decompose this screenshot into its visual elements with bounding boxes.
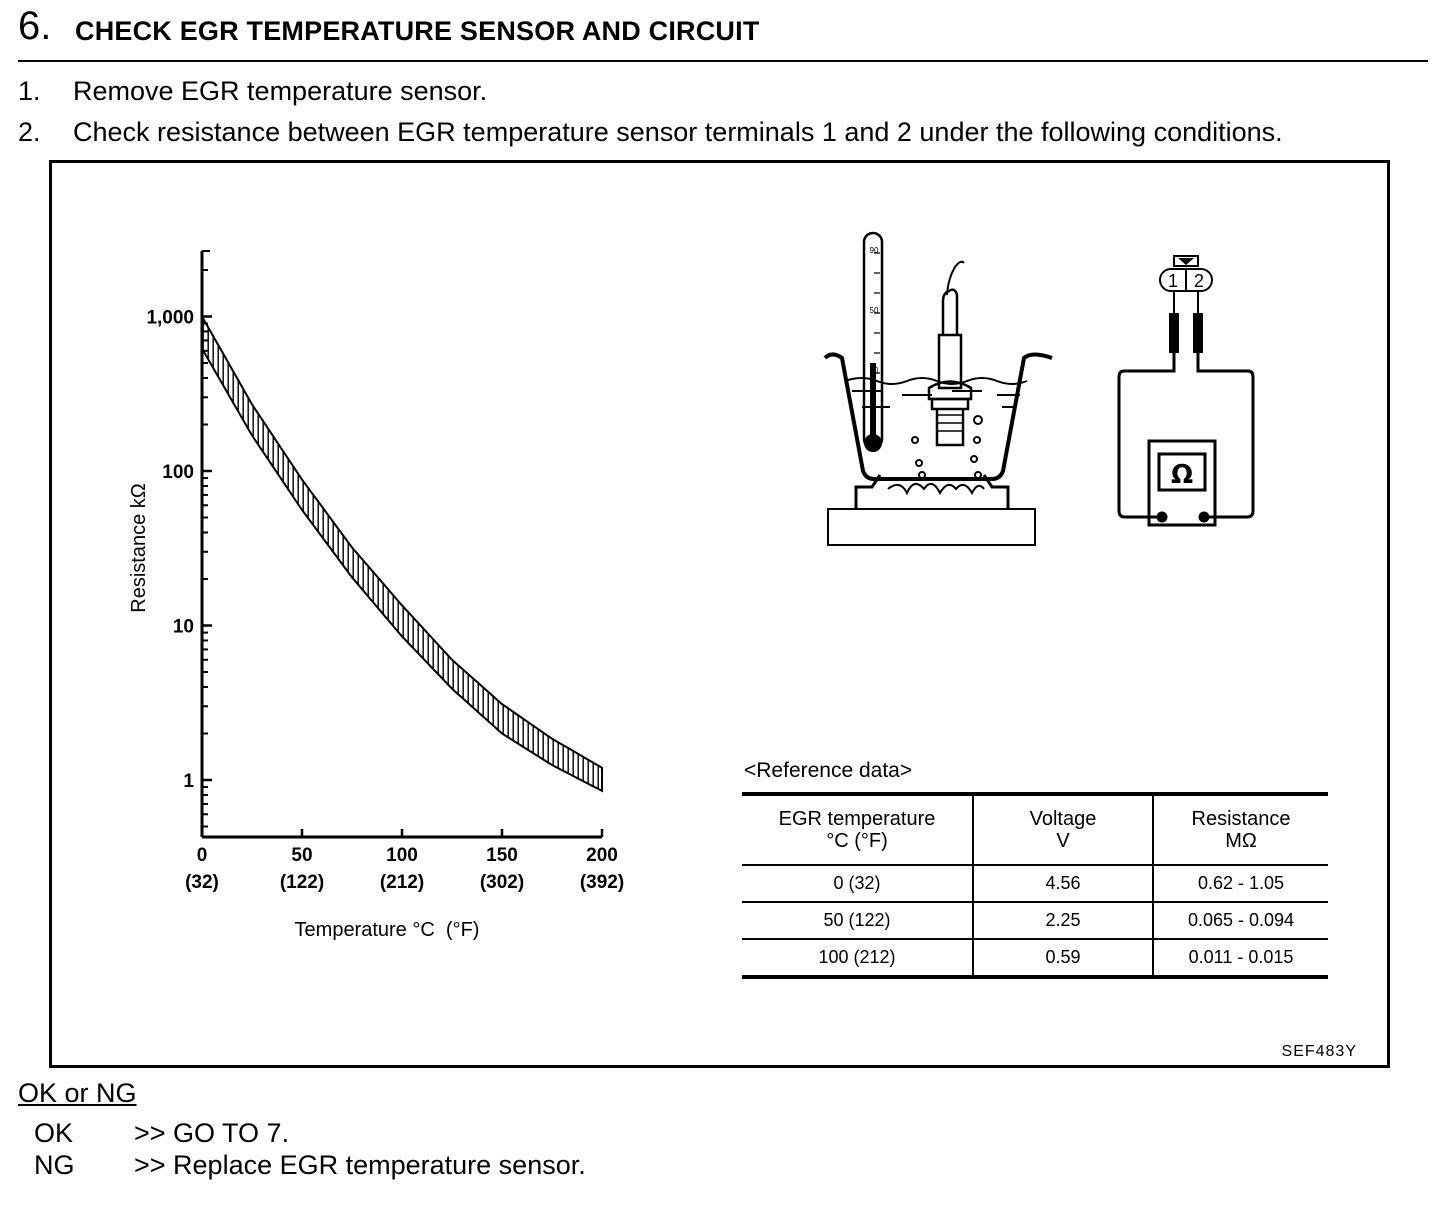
x-tick-label-fahrenheit: (392)	[580, 872, 624, 893]
table-row: 100 (212) 0.59 0.011 - 0.015	[742, 939, 1328, 979]
header-egr-temperature: EGR temperature °C (°F)	[742, 792, 973, 866]
y-tick-label: 100	[162, 462, 194, 483]
resistance-band	[201, 312, 603, 793]
instruction-number: 2.	[18, 117, 41, 147]
result-action: >> GO TO 7.	[134, 1118, 290, 1148]
instruction-text: Check resistance between EGR temperature…	[73, 117, 1283, 147]
y-axis-label: Resistance kΩ	[128, 483, 150, 612]
table-cell: 0.62 - 1.05	[1152, 865, 1328, 903]
table-cell: 0.065 - 0.094	[1152, 902, 1328, 940]
thermometer-mark: 90	[870, 246, 879, 255]
result-key: OK	[34, 1118, 74, 1148]
thermometer-mark: 20	[870, 366, 879, 375]
beaker	[823, 352, 1053, 481]
table-cell: 2.25	[972, 902, 1153, 940]
step-title: CHECK EGR TEMPERATURE SENSOR AND CIRCUIT	[75, 16, 760, 46]
table-row: 0 (32) 4.56 0.62 - 1.05	[742, 865, 1328, 903]
instruction-text: Remove EGR temperature sensor.	[73, 76, 488, 106]
ohmmeter	[1147, 439, 1217, 527]
x-tick-label: 150	[486, 845, 518, 866]
table-cell: 0 (32)	[742, 865, 973, 903]
ok-ng-title: OK or NG	[18, 1078, 137, 1108]
heater-base	[827, 508, 1036, 546]
ohm-symbol: Ω	[1171, 460, 1193, 490]
y-tick-label: 1,000	[146, 308, 194, 329]
table-cell: 4.56	[972, 865, 1153, 903]
terminal-1-label: 1	[1168, 271, 1178, 291]
x-tick-label-fahrenheit: (212)	[380, 872, 424, 893]
sensor-body	[941, 288, 959, 335]
table-cell: 0.011 - 0.015	[1152, 939, 1328, 979]
table-cell: 0.59	[972, 939, 1153, 979]
x-tick-label-fahrenheit: (32)	[185, 872, 219, 893]
x-tick-label-fahrenheit: (122)	[280, 872, 324, 893]
x-axis-label: Temperature °C (°F)	[295, 919, 480, 941]
step-number: 6.	[18, 4, 52, 48]
step-header: 6. CHECK EGR TEMPERATURE SENSOR AND CIRC…	[18, 2, 1428, 62]
water-surface	[844, 377, 1028, 385]
x-tick-label: 0	[197, 845, 208, 866]
figure-panel: 1,000 100 10 1 0 (32) 50 (122) 100 (212) 150 (302) 2…	[49, 160, 1390, 1068]
burner-flame	[887, 482, 985, 496]
ohmmeter-circuit	[1117, 255, 1255, 527]
x-tick-label: 100	[386, 845, 418, 866]
result-action: >> Replace EGR temperature sensor.	[134, 1150, 586, 1180]
table-cell: 50 (122)	[742, 902, 973, 940]
result-key: NG	[34, 1150, 75, 1180]
terminal-2-label: 2	[1194, 271, 1204, 291]
thermometer-mark: 50	[870, 306, 879, 315]
header-voltage: Voltage V	[972, 792, 1153, 866]
table-cell: 100 (212)	[742, 939, 973, 979]
y-tick-label: 10	[173, 617, 194, 638]
header-resistance: Resistance MΩ	[1152, 792, 1328, 866]
x-tick-label: 50	[291, 845, 312, 866]
resistance-chart: 1,0001001010(32)50(122)100(212)150(302)2…	[128, 231, 1255, 941]
reference-header-row: EGR temperature °C (°F) Voltage V Resist…	[742, 792, 1328, 866]
figure-code: SEF483Y	[1281, 1043, 1357, 1060]
x-tick-label-fahrenheit: (302)	[480, 872, 524, 893]
y-tick-label: 1	[183, 771, 194, 792]
instruction-number: 1.	[18, 76, 41, 106]
reference-title: <Reference data>	[744, 759, 913, 782]
x-tick-label: 200	[586, 845, 618, 866]
reference-table: EGR temperature °C (°F) Voltage V Resist…	[742, 792, 1328, 979]
beaker-illustration	[823, 231, 1053, 546]
table-row: 50 (122) 2.25 0.065 - 0.094	[742, 902, 1328, 940]
